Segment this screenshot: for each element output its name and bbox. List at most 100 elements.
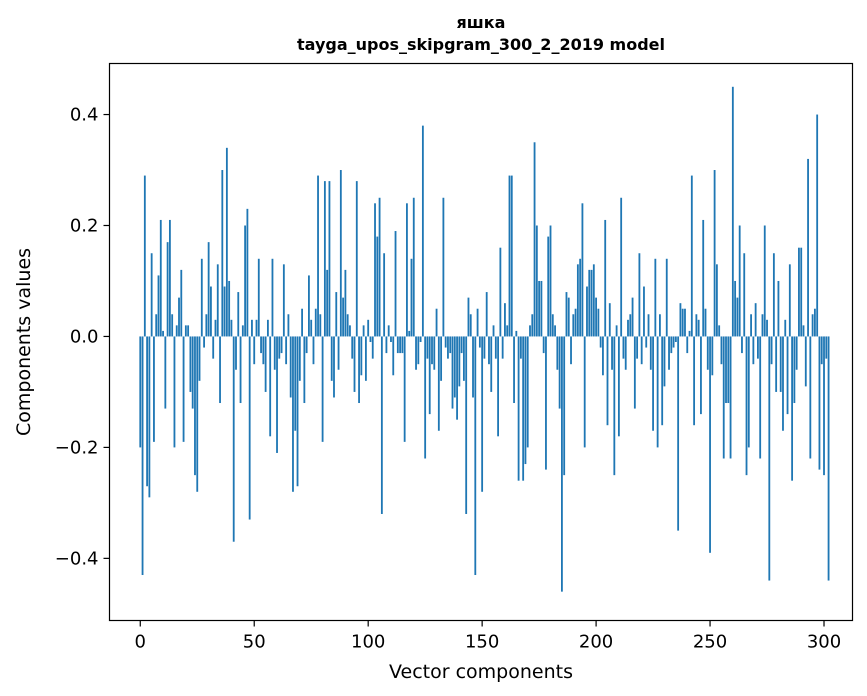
bar-208 bbox=[613, 336, 616, 476]
bars-group bbox=[139, 86, 830, 592]
bar-38 bbox=[225, 147, 228, 337]
bar-196 bbox=[586, 286, 588, 337]
bar-26 bbox=[198, 336, 201, 381]
bar-30 bbox=[207, 242, 210, 337]
y-tick-label: 0.4 bbox=[70, 105, 99, 126]
bar-74 bbox=[308, 275, 310, 337]
bar-176 bbox=[540, 280, 543, 337]
bar-233 bbox=[670, 336, 673, 354]
bar-266 bbox=[745, 336, 748, 476]
bar-264 bbox=[741, 336, 743, 354]
bar-97 bbox=[360, 336, 363, 376]
bar-221 bbox=[643, 286, 645, 337]
x-tick-label: 50 bbox=[243, 632, 266, 653]
bar-178 bbox=[545, 336, 547, 470]
bar-48 bbox=[248, 336, 251, 520]
bar-187 bbox=[565, 292, 568, 337]
bar-236 bbox=[677, 336, 680, 531]
bar-258 bbox=[727, 336, 730, 404]
bar-43 bbox=[237, 292, 240, 337]
bar-292 bbox=[804, 336, 807, 387]
bar-229 bbox=[661, 336, 664, 426]
bar-110 bbox=[390, 336, 392, 342]
bar-222 bbox=[645, 336, 648, 348]
bar-8 bbox=[157, 275, 160, 337]
bar-98 bbox=[362, 325, 365, 337]
bar-6 bbox=[153, 336, 155, 442]
bar-230 bbox=[663, 336, 666, 387]
bar-218 bbox=[636, 336, 639, 359]
bar-259 bbox=[729, 336, 732, 459]
bar-185 bbox=[561, 336, 563, 592]
bar-227 bbox=[656, 336, 659, 448]
bar-200 bbox=[595, 297, 597, 337]
bar-61 bbox=[278, 336, 281, 359]
bar-137 bbox=[451, 336, 454, 409]
bar-295 bbox=[811, 314, 814, 337]
bar-16 bbox=[175, 325, 178, 337]
bar-301 bbox=[825, 336, 828, 359]
y-axis-ticks: −0.4 −0.2 0.0 0.2 0.4 bbox=[55, 105, 110, 569]
bar-93 bbox=[351, 336, 354, 359]
bar-212 bbox=[622, 336, 625, 359]
bar-291 bbox=[802, 325, 805, 337]
bar-28 bbox=[203, 336, 205, 348]
bar-82 bbox=[326, 269, 329, 337]
bar-90 bbox=[344, 269, 347, 337]
bar-64 bbox=[285, 336, 288, 365]
bar-75 bbox=[310, 319, 313, 337]
bar-42 bbox=[235, 336, 237, 370]
bar-174 bbox=[535, 225, 538, 337]
bar-92 bbox=[349, 325, 351, 337]
bar-141 bbox=[460, 336, 463, 354]
bar-245 bbox=[697, 319, 700, 337]
bar-112 bbox=[394, 231, 397, 337]
bar-29 bbox=[205, 314, 208, 337]
bar-198 bbox=[590, 269, 593, 337]
bar-143 bbox=[465, 336, 468, 514]
bar-177 bbox=[542, 336, 545, 354]
bar-17 bbox=[178, 297, 180, 337]
bar-263 bbox=[738, 225, 741, 337]
bar-300 bbox=[823, 336, 825, 476]
bar-228 bbox=[659, 314, 661, 337]
bar-36 bbox=[221, 170, 224, 337]
bar-151 bbox=[483, 336, 486, 359]
bar-158 bbox=[499, 247, 502, 337]
bar-201 bbox=[597, 308, 600, 337]
bar-25 bbox=[196, 336, 199, 492]
x-tick-label: 300 bbox=[807, 632, 841, 653]
chart-title: яшка bbox=[457, 13, 506, 32]
bar-294 bbox=[809, 336, 812, 459]
bar-273 bbox=[761, 314, 764, 337]
bar-53 bbox=[260, 336, 262, 354]
bar-287 bbox=[793, 336, 796, 404]
bar-195 bbox=[583, 336, 586, 448]
bar-277 bbox=[770, 336, 773, 365]
bar-83 bbox=[328, 181, 331, 337]
bar-262 bbox=[736, 297, 739, 337]
bar-45 bbox=[241, 325, 244, 337]
bar-54 bbox=[262, 336, 265, 365]
bar-272 bbox=[759, 336, 762, 459]
bar-289 bbox=[798, 247, 800, 337]
bar-63 bbox=[282, 264, 285, 337]
bar-171 bbox=[529, 325, 531, 337]
bar-39 bbox=[228, 280, 231, 337]
bar-191 bbox=[574, 308, 577, 337]
bar-210 bbox=[617, 336, 620, 437]
bar-35 bbox=[219, 336, 221, 404]
bar-20 bbox=[184, 325, 187, 337]
bar-56 bbox=[266, 319, 269, 337]
bar-281 bbox=[779, 336, 782, 392]
y-axis-label: Components values bbox=[13, 248, 35, 436]
x-tick-label: 150 bbox=[465, 632, 499, 653]
bar-286 bbox=[791, 336, 794, 481]
bar-134 bbox=[444, 336, 447, 348]
bar-69 bbox=[296, 336, 299, 487]
x-tick-label: 200 bbox=[579, 632, 613, 653]
chart-subtitle: tayga_upos_skipgram_300_2_2019 model bbox=[297, 35, 665, 54]
bar-33 bbox=[214, 319, 217, 337]
bar-23 bbox=[191, 336, 194, 409]
